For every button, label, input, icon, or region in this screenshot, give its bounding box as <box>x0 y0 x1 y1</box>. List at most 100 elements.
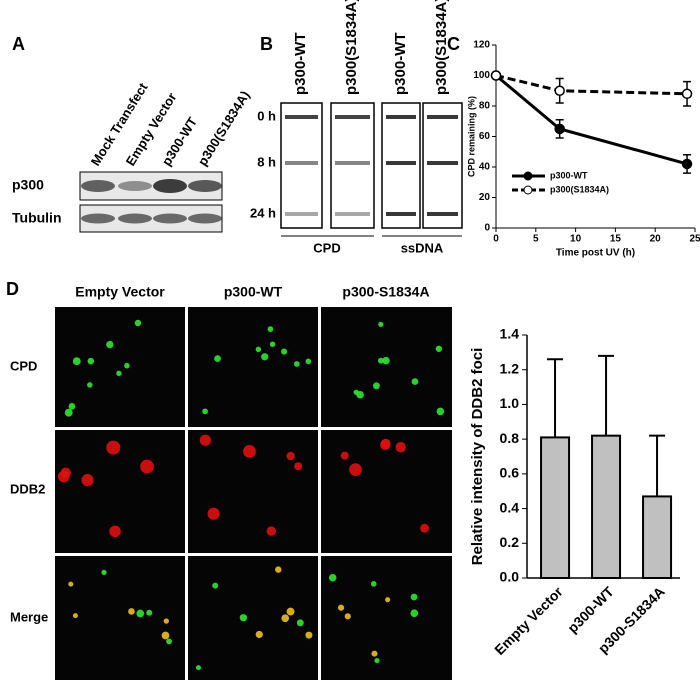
x-tick-label: 5 <box>533 234 539 245</box>
cell <box>109 525 121 538</box>
label: Tubulin <box>12 210 62 226</box>
band <box>118 213 152 224</box>
cell <box>420 523 429 533</box>
cell <box>374 657 380 664</box>
x-tick-label: 15 <box>610 234 622 245</box>
micrograph <box>188 556 318 680</box>
cell <box>195 665 202 671</box>
label: p300-S1834A <box>342 284 429 300</box>
y-tick-label: 0.0 <box>500 569 520 585</box>
cell <box>146 609 153 616</box>
band <box>188 213 222 224</box>
label: p300(S1834A) <box>195 88 253 168</box>
marker <box>490 70 502 81</box>
slot-lane <box>280 102 323 229</box>
label: 24 h <box>250 205 276 220</box>
legend-label: p300(S1834A) <box>550 184 609 194</box>
micrograph <box>55 556 185 680</box>
cell <box>255 346 262 353</box>
cell <box>275 566 282 573</box>
cell <box>293 361 300 367</box>
cell <box>410 609 419 618</box>
micrograph <box>321 556 452 680</box>
slot-band <box>285 115 318 119</box>
cell <box>337 604 345 611</box>
marker <box>554 85 565 96</box>
cell <box>106 440 121 455</box>
y-tick-label: 60 <box>479 131 491 142</box>
label: p300-WT <box>292 32 309 95</box>
slot-band <box>335 115 370 119</box>
y-tick-label: 1.2 <box>500 360 520 376</box>
label: 0 h <box>257 108 276 123</box>
cell <box>370 581 377 587</box>
cell <box>207 507 220 520</box>
cell <box>410 593 418 601</box>
bar <box>540 436 571 579</box>
error-bar <box>547 358 564 438</box>
cell <box>136 609 145 618</box>
slot-lane <box>381 102 421 229</box>
label: Empty Vector <box>75 284 165 300</box>
y-tick-label: 0 <box>484 223 490 234</box>
legend-label: p300-WT <box>550 170 588 180</box>
cell <box>163 618 169 624</box>
slot-band <box>386 161 416 165</box>
band <box>118 181 152 191</box>
marker <box>681 158 693 170</box>
y-tick-label: 120 <box>473 40 490 51</box>
cell <box>328 573 337 582</box>
error-bar <box>598 354 615 436</box>
label: p300(S1834A) <box>343 0 360 95</box>
cell <box>436 407 445 416</box>
label: B <box>260 34 273 54</box>
cell <box>72 357 81 366</box>
label: C <box>447 34 460 54</box>
band <box>81 213 115 224</box>
band <box>188 180 222 192</box>
band <box>153 213 187 224</box>
x-tick-label: 20 <box>650 234 662 245</box>
bar <box>591 434 622 579</box>
error-bar <box>649 434 666 497</box>
cell <box>199 434 211 446</box>
legend-marker <box>523 185 533 195</box>
cell <box>435 345 443 352</box>
cell <box>377 357 384 364</box>
cell <box>106 340 114 349</box>
cell <box>281 614 290 623</box>
cell <box>64 408 73 417</box>
y-tick-label: 0.6 <box>500 465 520 481</box>
cell <box>124 362 130 369</box>
slot-lane <box>330 102 375 229</box>
cell <box>305 358 312 365</box>
label: A <box>12 34 25 54</box>
cell <box>101 569 107 575</box>
axis-title: CPD remaining (%) <box>466 96 476 177</box>
cell <box>161 631 170 640</box>
cell <box>166 638 172 645</box>
y-tick-label: 0.4 <box>500 499 520 515</box>
marker <box>554 123 565 135</box>
y-tick-label: 0.2 <box>500 534 520 550</box>
cell <box>372 382 380 390</box>
x-tick-label: 25 <box>689 234 700 245</box>
cell <box>356 390 364 399</box>
label: Merge <box>10 609 48 624</box>
axis-title: Time post UV (h) <box>556 248 635 259</box>
slot-band <box>386 212 416 216</box>
cell <box>214 355 221 362</box>
y-tick-label: 80 <box>479 101 491 112</box>
axis-title: Relative intensity of DDB2 foci <box>469 348 486 566</box>
cell <box>134 319 142 327</box>
cell <box>87 357 95 365</box>
slot-band <box>386 115 416 119</box>
cell <box>140 459 154 474</box>
slot-band <box>427 161 458 165</box>
x-tick-label: 10 <box>570 234 582 245</box>
label: p300-WT <box>392 32 409 95</box>
cell <box>382 356 390 365</box>
cell <box>281 348 288 355</box>
y-tick-label: 100 <box>473 70 490 81</box>
marker <box>681 88 693 100</box>
